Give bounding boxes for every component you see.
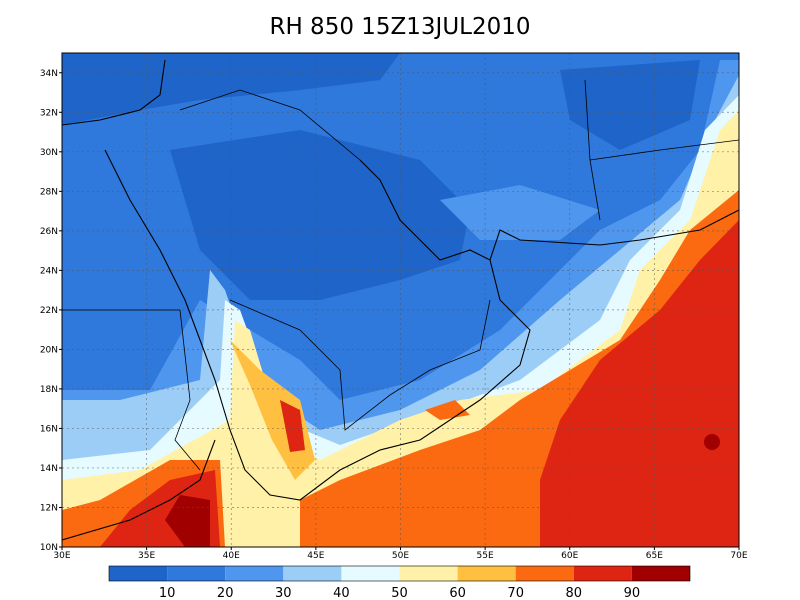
colorbar-label: 90: [624, 586, 641, 600]
colorbar-label: 20: [217, 586, 234, 600]
x-tick-label: 30E: [53, 551, 70, 561]
x-tick-label: 65E: [646, 551, 663, 561]
y-tick-label: 32N: [40, 108, 58, 118]
colorbar-label: 60: [449, 586, 466, 600]
x-tick-label: 40E: [223, 551, 240, 561]
x-tick-label: 60E: [561, 551, 578, 561]
colorbar-box: [283, 566, 342, 581]
colorbar-label: 50: [391, 586, 408, 600]
title: RH 850 15Z13JUL2010: [269, 14, 530, 40]
colorbar-frame: [108, 565, 691, 582]
colorbar-box: [225, 566, 284, 581]
coastline: [62, 59, 739, 541]
y-tick-label: 26N: [40, 227, 58, 237]
colorbar-box: [109, 566, 168, 581]
y-tick-label: 10N: [40, 543, 58, 553]
colorbar-box: [631, 566, 690, 581]
x-tick-label: 45E: [307, 551, 324, 561]
y-tick-label: 34N: [40, 69, 58, 79]
y-tick-label: 24N: [40, 266, 58, 276]
rh-field: [62, 53, 739, 547]
x-tick-label: 70E: [730, 551, 747, 561]
colorbar-box: [167, 566, 226, 581]
y-tick-label: 20N: [40, 345, 58, 355]
x-tick-label: 50E: [392, 551, 409, 561]
borders: [62, 79, 739, 471]
colorbar-label: 70: [507, 586, 524, 600]
x-tick-label: 55E: [477, 551, 494, 561]
y-tick-label: 30N: [40, 148, 58, 158]
y-tick-label: 12N: [40, 503, 58, 513]
colorbar-label: 40: [333, 586, 350, 600]
x-tick-label: 35E: [138, 551, 155, 561]
y-tick-label: 28N: [40, 187, 58, 197]
colorbar-label: 80: [566, 586, 583, 600]
colorbar-box: [399, 566, 458, 581]
y-tick-label: 14N: [40, 464, 58, 474]
colorbar-box: [573, 566, 632, 581]
colorbar-label: 30: [275, 586, 292, 600]
y-tick-label: 18N: [40, 385, 58, 395]
grid: [62, 53, 739, 547]
colorbar-box: [457, 566, 516, 581]
y-tick-label: 16N: [40, 424, 58, 434]
colorbar-label: 10: [159, 586, 176, 600]
colorbar-box: [341, 566, 400, 581]
colorbar: 10 20 30 40 50 60 70 80 90: [108, 565, 691, 600]
colorbar-box: [515, 566, 574, 581]
y-tick-label: 22N: [40, 306, 58, 316]
